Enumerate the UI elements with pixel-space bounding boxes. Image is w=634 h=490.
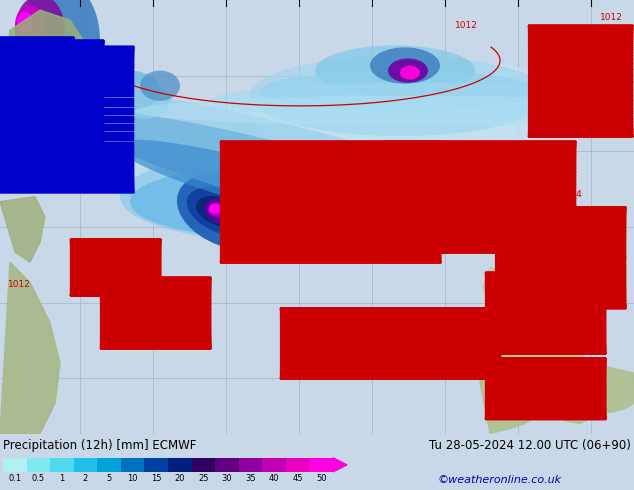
- Text: 1016: 1016: [385, 334, 408, 343]
- Ellipse shape: [39, 89, 581, 254]
- Text: 2: 2: [83, 474, 88, 483]
- Bar: [3, 458, 27, 472]
- Bar: [27, 458, 50, 472]
- Text: 0.5: 0.5: [32, 474, 45, 483]
- Polygon shape: [500, 161, 550, 242]
- Bar: [74, 458, 97, 472]
- Text: 5: 5: [107, 474, 112, 483]
- Text: 1012: 1012: [8, 280, 31, 290]
- Circle shape: [91, 168, 99, 175]
- Text: 45: 45: [292, 474, 303, 483]
- Polygon shape: [512, 368, 540, 398]
- Text: Tu 28-05-2024 12.00 UTC (06+90): Tu 28-05-2024 12.00 UTC (06+90): [429, 439, 631, 452]
- Bar: [145, 458, 168, 472]
- Circle shape: [104, 152, 112, 160]
- Ellipse shape: [205, 199, 240, 225]
- Ellipse shape: [110, 116, 510, 227]
- Text: 1020: 1020: [545, 243, 568, 252]
- Circle shape: [94, 145, 106, 157]
- Bar: [309, 458, 333, 472]
- Ellipse shape: [370, 48, 440, 84]
- Circle shape: [110, 156, 120, 167]
- Ellipse shape: [115, 140, 425, 234]
- Text: 40: 40: [269, 474, 280, 483]
- Ellipse shape: [130, 167, 390, 237]
- Ellipse shape: [17, 12, 33, 32]
- Polygon shape: [0, 196, 45, 262]
- Ellipse shape: [15, 5, 45, 46]
- Bar: [215, 458, 239, 472]
- Ellipse shape: [250, 55, 550, 136]
- Ellipse shape: [77, 112, 503, 241]
- Polygon shape: [0, 10, 90, 116]
- Ellipse shape: [260, 71, 540, 111]
- Text: 1000: 1000: [5, 44, 28, 52]
- Polygon shape: [483, 267, 515, 313]
- Bar: [191, 458, 215, 472]
- Ellipse shape: [140, 71, 180, 101]
- Text: 0.1: 0.1: [8, 474, 22, 483]
- Text: 30: 30: [222, 474, 232, 483]
- Bar: [262, 458, 286, 472]
- Polygon shape: [480, 313, 634, 434]
- Text: 1008: 1008: [5, 96, 28, 105]
- Bar: [50, 458, 74, 472]
- Text: 1004: 1004: [5, 69, 28, 77]
- Polygon shape: [333, 458, 347, 472]
- Text: 1020: 1020: [310, 176, 333, 186]
- Text: 1024: 1024: [590, 35, 612, 45]
- Text: ©weatheronline.co.uk: ©weatheronline.co.uk: [438, 475, 562, 485]
- Ellipse shape: [208, 203, 228, 217]
- Ellipse shape: [120, 151, 440, 242]
- Ellipse shape: [250, 60, 610, 161]
- Bar: [168, 458, 191, 472]
- Text: 1012: 1012: [600, 13, 623, 22]
- Text: 35: 35: [245, 474, 256, 483]
- Text: 1016: 1016: [108, 255, 131, 264]
- Ellipse shape: [209, 204, 221, 214]
- Polygon shape: [0, 262, 60, 434]
- Ellipse shape: [20, 0, 100, 101]
- Text: 1016: 1016: [545, 304, 568, 313]
- Ellipse shape: [315, 46, 475, 96]
- Ellipse shape: [210, 83, 610, 119]
- Bar: [121, 458, 145, 472]
- Ellipse shape: [388, 58, 428, 83]
- Text: 20: 20: [174, 474, 185, 483]
- Text: 1012: 1012: [455, 21, 478, 30]
- Text: 1: 1: [60, 474, 65, 483]
- Bar: [97, 458, 121, 472]
- Bar: [239, 458, 262, 472]
- Ellipse shape: [196, 196, 244, 228]
- Ellipse shape: [177, 173, 283, 250]
- Text: 1012: 1012: [545, 378, 568, 387]
- Text: Precipitation (12h) [mm] ECMWF: Precipitation (12h) [mm] ECMWF: [3, 439, 197, 452]
- Text: 10: 10: [127, 474, 138, 483]
- Ellipse shape: [400, 66, 420, 80]
- Ellipse shape: [135, 96, 634, 126]
- Ellipse shape: [120, 83, 170, 119]
- Text: 1012: 1012: [5, 126, 28, 135]
- Text: 1024: 1024: [560, 190, 583, 198]
- Ellipse shape: [15, 0, 65, 66]
- Text: 15: 15: [151, 474, 162, 483]
- Text: 25: 25: [198, 474, 209, 483]
- Text: 1018: 1018: [150, 304, 173, 313]
- Ellipse shape: [100, 71, 160, 111]
- Ellipse shape: [186, 187, 263, 237]
- Bar: [286, 458, 309, 472]
- Text: 50: 50: [316, 474, 327, 483]
